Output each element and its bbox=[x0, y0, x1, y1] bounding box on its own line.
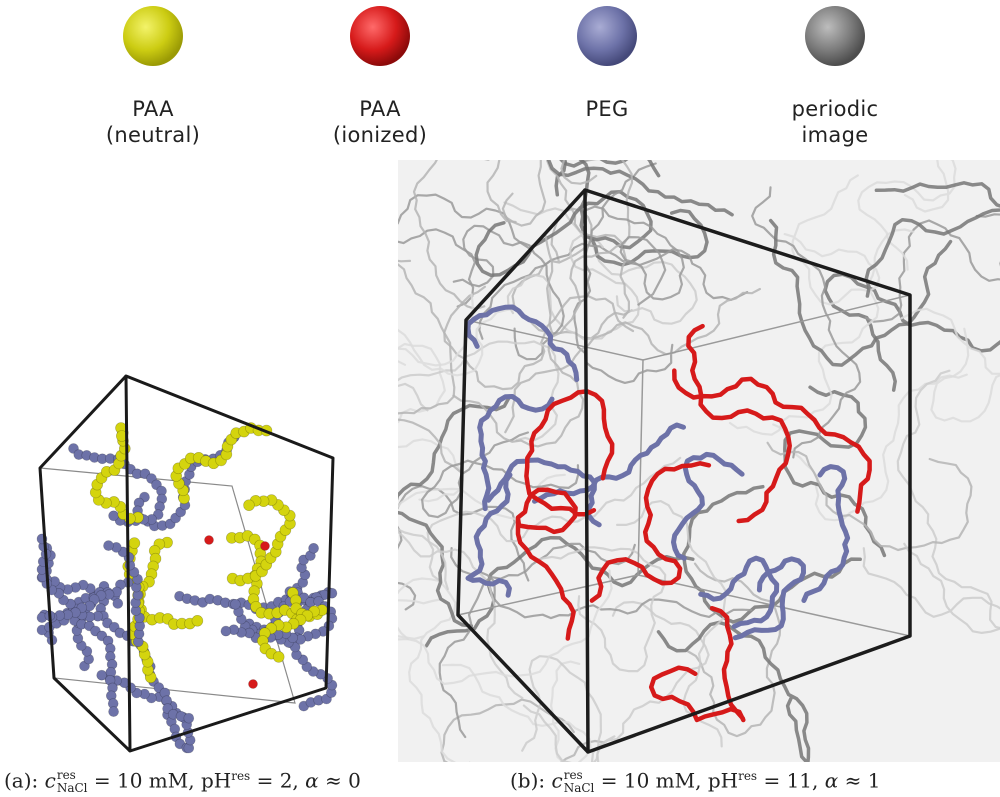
caption-b-c-val: = 10 mM, bbox=[594, 769, 707, 793]
caption-a-alpha: α bbox=[305, 769, 319, 793]
legend-label-line1: PAA bbox=[73, 96, 233, 122]
periodic-image-sphere-icon bbox=[755, 0, 915, 78]
legend-label-line2: image bbox=[755, 122, 915, 148]
caption-a-c-val: = 10 mM, bbox=[88, 769, 201, 793]
peg-bead bbox=[184, 713, 194, 723]
caption-b-ph-sup: res bbox=[738, 769, 757, 783]
legend-label-line2: (ionized) bbox=[300, 122, 460, 148]
legend-label-line1: PEG bbox=[527, 96, 687, 122]
legend-paa-ionized: PAA (ionized) bbox=[300, 0, 460, 148]
peg-bead bbox=[113, 599, 123, 609]
caption-b-alpha: α bbox=[825, 769, 839, 793]
caption-b-c-sub: NaCl bbox=[564, 782, 595, 795]
peg-bead bbox=[221, 626, 231, 636]
peg-bead bbox=[109, 707, 119, 717]
paa-ionized-sphere-icon bbox=[300, 0, 460, 78]
legend-paa-neutral: PAA (neutral) bbox=[73, 0, 233, 148]
peg-bead bbox=[309, 543, 319, 553]
legend-label-line2: (neutral) bbox=[73, 122, 233, 148]
paa-ionized-bead bbox=[249, 680, 258, 689]
caption-a-label: (a): bbox=[4, 769, 38, 793]
panel-a-simulation-box bbox=[32, 368, 344, 754]
caption-b-ph: pH bbox=[708, 769, 738, 793]
paa-neutral-bead bbox=[244, 500, 255, 511]
peg-sphere-icon bbox=[527, 0, 687, 78]
caption-a-ph: pH bbox=[201, 769, 231, 793]
peg-bead bbox=[109, 511, 119, 521]
panel-a-front-edges bbox=[40, 376, 333, 751]
caption-b-c: c bbox=[552, 769, 563, 793]
caption-b-label: (b): bbox=[510, 769, 545, 793]
peg-bead bbox=[104, 541, 114, 551]
legend-periodic-image: periodic image bbox=[755, 0, 915, 148]
peg-bead bbox=[230, 599, 240, 609]
paa-ionized-bead bbox=[261, 542, 270, 551]
caption-b-ph-val: = 11, bbox=[757, 769, 825, 793]
caption-a-c: c bbox=[45, 769, 56, 793]
paa-ionized-bead bbox=[205, 536, 214, 545]
caption-a-c-sub: NaCl bbox=[57, 782, 88, 795]
paa-neutral-bead bbox=[129, 538, 140, 549]
caption-a-ph-sup: res bbox=[231, 769, 250, 783]
paa-neutral-bead bbox=[192, 615, 203, 626]
panel-b-simulation-box bbox=[398, 160, 1000, 762]
legend-label-line1: PAA bbox=[300, 96, 460, 122]
paa-neutral-bead bbox=[273, 651, 284, 662]
legend-peg: PEG bbox=[527, 0, 687, 122]
caption-a-alpha-val: ≈ 0 bbox=[319, 769, 361, 793]
paa-neutral-sphere-icon bbox=[73, 0, 233, 78]
caption-a-ph-val: = 2, bbox=[250, 769, 305, 793]
legend-label-line1: periodic bbox=[755, 96, 915, 122]
caption-b-alpha-val: ≈ 1 bbox=[838, 769, 880, 793]
